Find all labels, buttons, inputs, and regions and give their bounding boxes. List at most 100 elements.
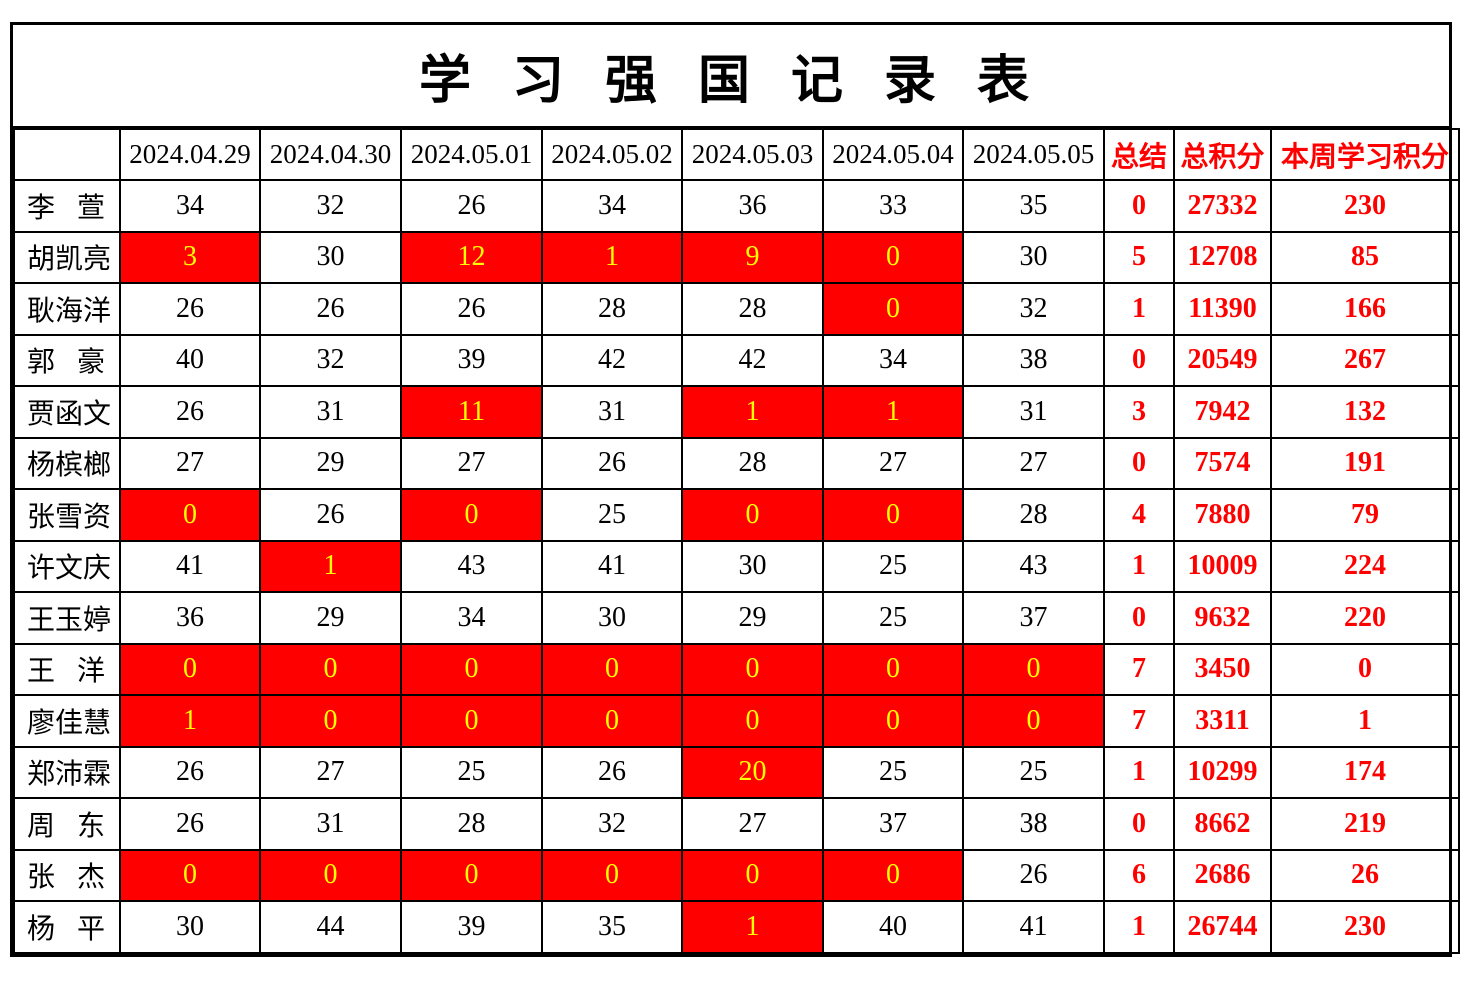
table-row: 李 萱 34 32 26 34 36 33 35 0 27332 230 [13, 179, 1460, 233]
summary-count-cell: 4 [1103, 488, 1175, 542]
score-cell: 32 [259, 179, 402, 233]
score-cell-highlighted: 0 [541, 848, 683, 902]
score-cell: 26 [119, 797, 261, 851]
week-points-cell: 267 [1270, 333, 1460, 387]
score-cell: 28 [400, 797, 543, 851]
score-cell: 29 [259, 436, 402, 490]
score-cell-highlighted: 0 [822, 488, 964, 542]
column-header-date: 2024.05.01 [400, 128, 543, 181]
score-cell-highlighted: 11 [400, 385, 543, 439]
week-points-cell: 219 [1270, 797, 1460, 851]
column-header-total-points: 总积分 [1173, 128, 1272, 181]
summary-count-cell: 5 [1103, 230, 1175, 284]
score-cell: 43 [400, 539, 543, 593]
column-header-date: 2024.05.04 [822, 128, 964, 181]
column-header-week-points: 本周学习积分 [1270, 128, 1460, 181]
score-cell-highlighted: 0 [822, 694, 964, 748]
column-header-date: 2024.05.03 [681, 128, 824, 181]
score-cell: 34 [119, 179, 261, 233]
week-points-cell: 191 [1270, 436, 1460, 490]
score-cell: 26 [259, 488, 402, 542]
score-cell-highlighted: 0 [681, 694, 824, 748]
score-cell: 25 [822, 745, 964, 799]
score-cell: 26 [400, 179, 543, 233]
score-cell-highlighted: 0 [259, 694, 402, 748]
summary-count-cell: 7 [1103, 642, 1175, 696]
score-cell: 41 [541, 539, 683, 593]
name-cell: 杨槟榔 [13, 436, 121, 490]
table-row: 许文庆 41 1 43 41 30 25 43 1 10009 224 [13, 539, 1460, 593]
score-cell: 35 [962, 179, 1105, 233]
score-cell: 42 [681, 333, 824, 387]
score-cell: 31 [259, 385, 402, 439]
score-cell-highlighted: 0 [400, 694, 543, 748]
score-cell: 28 [681, 282, 824, 336]
score-cell: 39 [400, 900, 543, 954]
total-points-cell: 10299 [1173, 745, 1272, 799]
name-cell: 郭 豪 [13, 333, 121, 387]
table-row: 廖佳慧 1 0 0 0 0 0 0 7 3311 1 [13, 694, 1460, 748]
name-cell: 王玉婷 [13, 591, 121, 645]
score-cell-highlighted: 0 [822, 282, 964, 336]
score-cell: 38 [962, 333, 1105, 387]
week-points-cell: 132 [1270, 385, 1460, 439]
score-cell: 25 [962, 745, 1105, 799]
record-table: 2024.04.29 2024.04.30 2024.05.01 2024.05.02… [13, 128, 1460, 954]
score-cell-highlighted: 0 [681, 848, 824, 902]
table-row: 郭 豪 40 32 39 42 42 34 38 0 20549 267 [13, 333, 1460, 387]
summary-count-cell: 0 [1103, 436, 1175, 490]
table-body: 李 萱 34 32 26 34 36 33 35 0 27332 230 胡凯亮 3 30 12 1 9 0 30 5… [13, 179, 1460, 954]
score-cell-highlighted: 0 [822, 848, 964, 902]
column-header-summary: 总结 [1103, 128, 1175, 181]
score-cell-highlighted: 0 [119, 642, 261, 696]
name-cell: 杨 平 [13, 900, 121, 954]
score-cell: 39 [400, 333, 543, 387]
score-cell: 28 [962, 488, 1105, 542]
week-points-cell: 174 [1270, 745, 1460, 799]
summary-count-cell: 0 [1103, 333, 1175, 387]
score-cell-highlighted: 0 [119, 848, 261, 902]
name-cell: 贾函文 [13, 385, 121, 439]
summary-count-cell: 7 [1103, 694, 1175, 748]
score-cell: 26 [259, 282, 402, 336]
score-cell: 26 [119, 745, 261, 799]
score-cell: 31 [259, 797, 402, 851]
column-header-date: 2024.04.30 [259, 128, 402, 181]
score-cell-highlighted: 0 [962, 642, 1105, 696]
week-points-cell: 0 [1270, 642, 1460, 696]
score-cell: 30 [541, 591, 683, 645]
score-cell-highlighted: 0 [822, 642, 964, 696]
total-points-cell: 3450 [1173, 642, 1272, 696]
score-cell: 35 [541, 900, 683, 954]
score-cell: 29 [259, 591, 402, 645]
score-cell: 28 [681, 436, 824, 490]
score-cell: 43 [962, 539, 1105, 593]
score-cell-highlighted: 3 [119, 230, 261, 284]
score-cell: 26 [541, 436, 683, 490]
score-cell-highlighted: 0 [681, 488, 824, 542]
column-header-date: 2024.05.05 [962, 128, 1105, 181]
name-cell: 耿海洋 [13, 282, 121, 336]
score-cell: 31 [962, 385, 1105, 439]
table-row: 胡凯亮 3 30 12 1 9 0 30 5 12708 85 [13, 230, 1460, 284]
score-cell-highlighted: 1 [541, 230, 683, 284]
header-row: 2024.04.29 2024.04.30 2024.05.01 2024.05.02… [13, 128, 1460, 181]
week-points-cell: 224 [1270, 539, 1460, 593]
total-points-cell: 2686 [1173, 848, 1272, 902]
score-cell: 34 [822, 333, 964, 387]
score-cell: 32 [541, 797, 683, 851]
summary-count-cell: 1 [1103, 745, 1175, 799]
score-cell: 30 [259, 230, 402, 284]
name-cell: 李 萱 [13, 179, 121, 233]
score-cell: 36 [681, 179, 824, 233]
score-cell: 26 [400, 282, 543, 336]
summary-count-cell: 1 [1103, 539, 1175, 593]
table-row: 郑沛霖 26 27 25 26 20 25 25 1 10299 174 [13, 745, 1460, 799]
summary-count-cell: 1 [1103, 282, 1175, 336]
score-cell: 26 [541, 745, 683, 799]
score-cell: 32 [962, 282, 1105, 336]
column-header-date: 2024.05.02 [541, 128, 683, 181]
total-points-cell: 9632 [1173, 591, 1272, 645]
score-cell-highlighted: 0 [259, 642, 402, 696]
table-row: 张 杰 0 0 0 0 0 0 26 6 2686 26 [13, 848, 1460, 902]
